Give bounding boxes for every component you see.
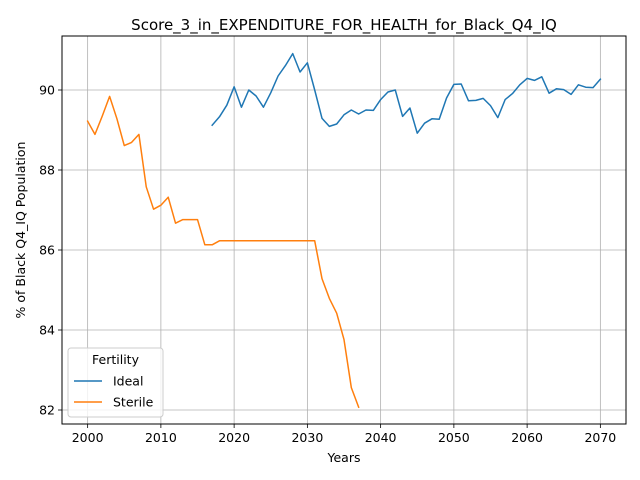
x-tick-label: 2040 (365, 430, 397, 445)
series-lines (86, 52, 602, 409)
axis-ticks: 2000 2010 2020 2030 2040 2050 2060 2070 82 84 86 88… (39, 83, 616, 446)
y-tick-label: 86 (39, 243, 55, 258)
legend-title: Fertility (92, 352, 140, 367)
y-tick-label: 84 (39, 323, 55, 338)
x-tick-label: 2030 (291, 430, 323, 445)
x-tick-label: 2050 (438, 430, 470, 445)
legend-label-ideal: Ideal (113, 374, 143, 389)
legend-label-sterile: Sterile (113, 395, 154, 410)
series-line-ideal (211, 52, 602, 134)
series-line-sterile (86, 95, 360, 409)
legend-box (67, 347, 164, 418)
y-tick-label: 90 (39, 83, 55, 98)
chart-title: Score_3_in_EXPENDITURE_FOR_HEALTH_for_Bl… (131, 16, 557, 35)
y-tick-label: 82 (39, 403, 55, 418)
x-tick-label: 2010 (145, 430, 177, 445)
legend: Fertility Ideal Sterile (67, 347, 164, 418)
x-tick-label: 2020 (218, 430, 250, 445)
x-axis-label: Years (327, 450, 361, 465)
x-tick-label: 2070 (584, 430, 616, 445)
plot-frame (61, 35, 627, 425)
y-axis-label: % of Black Q4_IQ Population (13, 142, 28, 319)
y-tick-label: 88 (39, 163, 55, 178)
x-tick-label: 2000 (72, 430, 104, 445)
x-tick-label: 2060 (511, 430, 543, 445)
